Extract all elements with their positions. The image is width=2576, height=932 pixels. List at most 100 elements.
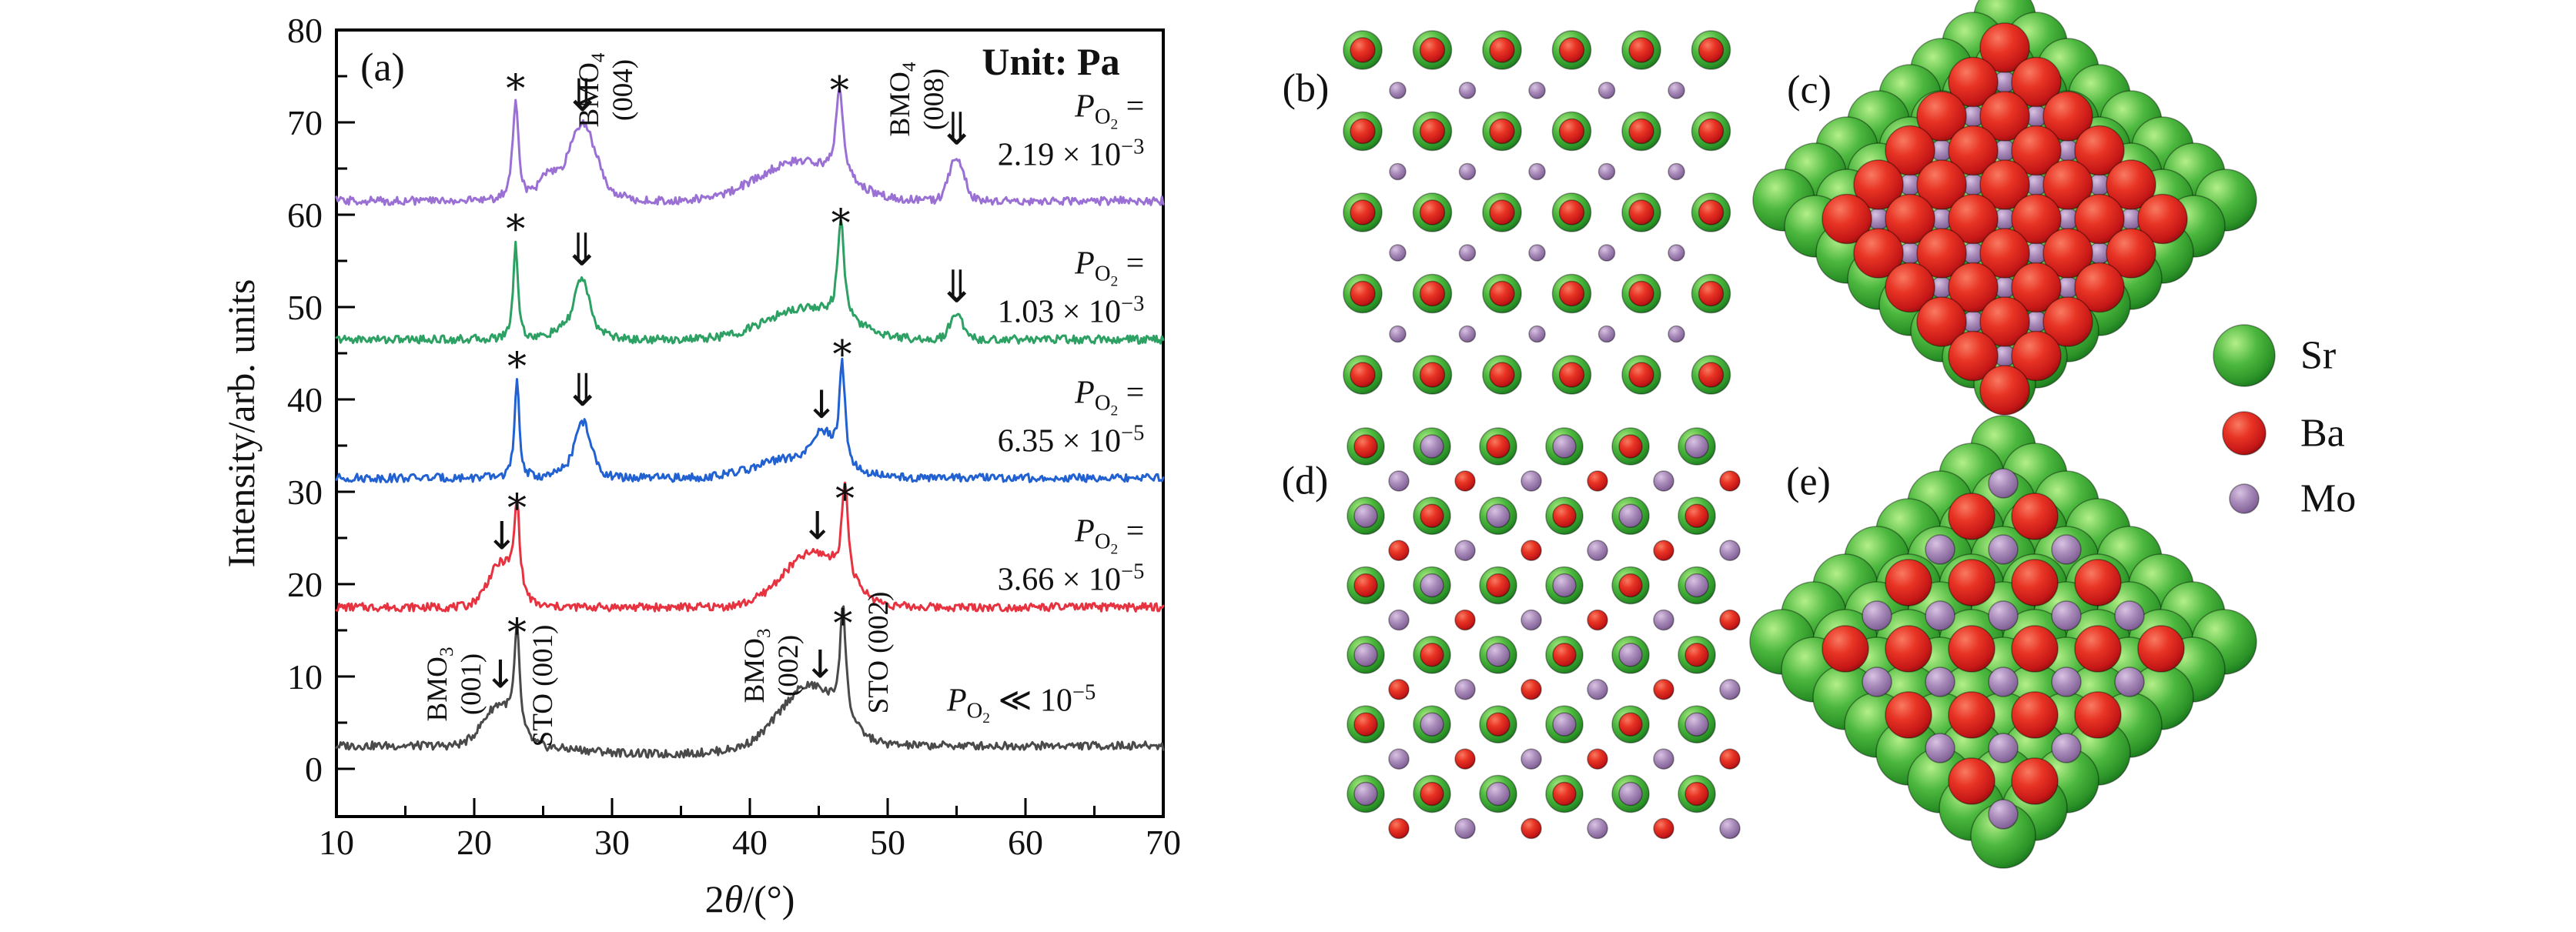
atom-ba bbox=[1916, 159, 1967, 210]
atom-mo bbox=[1458, 325, 1477, 343]
atom-mo bbox=[1486, 503, 1510, 529]
atom-ba bbox=[1628, 199, 1654, 225]
atom-mo bbox=[1458, 82, 1477, 99]
atom-ba bbox=[1948, 125, 1999, 176]
x-tick-label: 70 bbox=[1146, 823, 1181, 862]
atom-ba bbox=[1388, 539, 1410, 562]
phase-label-sto-002: STO (002) bbox=[863, 591, 895, 714]
atom-mo bbox=[1528, 325, 1546, 343]
atom-mo bbox=[1587, 679, 1608, 700]
peak-marker-blue: ∗ bbox=[503, 337, 530, 380]
peak-marker-green: ⇓ bbox=[938, 261, 975, 313]
atom-ba bbox=[1489, 199, 1515, 225]
y-tick-label: 80 bbox=[287, 11, 323, 50]
atom-ba bbox=[1454, 748, 1476, 770]
x-tick-label: 30 bbox=[594, 823, 630, 862]
atom-ba bbox=[2011, 193, 2062, 245]
atom-ba bbox=[1822, 193, 1872, 245]
atom-mo bbox=[1618, 781, 1643, 807]
atom-ba bbox=[1916, 228, 1967, 279]
atom-mo bbox=[1668, 244, 1685, 262]
atom-mo bbox=[1618, 503, 1643, 529]
atom-ba bbox=[1419, 118, 1446, 145]
atom-ba bbox=[2137, 193, 2188, 245]
atom-ba bbox=[1454, 470, 1476, 492]
atom-mo bbox=[1862, 600, 1892, 631]
atom-ba bbox=[1628, 362, 1654, 388]
atom-mo bbox=[1388, 470, 1410, 492]
peak-marker-purple: ∗ bbox=[503, 59, 529, 102]
peak-marker-purple: ∗ bbox=[826, 61, 852, 104]
atom-ba bbox=[2106, 159, 2156, 210]
atom-ba bbox=[1587, 609, 1608, 631]
atom-ba bbox=[1486, 573, 1510, 598]
panel-label-a: (a) bbox=[360, 45, 405, 90]
atom-ba bbox=[1948, 691, 1996, 739]
atom-ba bbox=[2011, 559, 2059, 606]
atom-ba bbox=[1419, 280, 1446, 307]
x-tick-label: 60 bbox=[1008, 823, 1043, 862]
atom-ba bbox=[1853, 228, 1904, 279]
y-tick-label: 30 bbox=[287, 473, 323, 512]
atom-ba bbox=[1698, 199, 1725, 225]
legend-sphere-mo bbox=[2229, 483, 2260, 514]
atom-mo bbox=[1353, 781, 1378, 807]
xrd-curve-green bbox=[335, 218, 1165, 345]
atom-ba bbox=[2074, 193, 2125, 245]
atom-ba bbox=[1885, 193, 1935, 245]
atom-mo bbox=[1862, 666, 1892, 697]
atom-ba bbox=[1698, 118, 1725, 145]
xrd-curve-black bbox=[335, 605, 1165, 759]
atom-mo bbox=[1388, 609, 1410, 631]
atom-mo bbox=[1668, 82, 1685, 99]
atom-mo bbox=[1719, 817, 1741, 840]
atom-ba bbox=[1618, 434, 1643, 459]
atom-mo bbox=[1486, 781, 1510, 807]
atom-mo bbox=[1988, 468, 2019, 499]
atom-mo bbox=[1618, 643, 1643, 667]
atom-ba bbox=[1885, 625, 1932, 673]
atom-ba bbox=[1698, 280, 1725, 307]
atom-ba bbox=[1353, 573, 1378, 598]
atom-ba bbox=[1618, 712, 1643, 737]
atom-ba bbox=[2137, 625, 2185, 673]
atom-ba bbox=[1916, 91, 1967, 142]
atom-mo bbox=[1653, 748, 1674, 770]
atom-mo bbox=[1925, 600, 1955, 631]
xrd-curve-blue bbox=[335, 357, 1165, 483]
y-axis-title: Intensity/arb. units bbox=[219, 279, 263, 568]
peak-marker-blue: ↓ bbox=[805, 382, 838, 427]
atom-mo bbox=[1597, 82, 1616, 99]
atom-ba bbox=[1353, 434, 1378, 459]
atom-ba bbox=[1698, 37, 1725, 63]
peak-marker-blue: ⇓ bbox=[564, 364, 601, 416]
atom-ba bbox=[1653, 679, 1674, 700]
atom-ba bbox=[1822, 625, 1869, 673]
atom-ba bbox=[1521, 539, 1542, 562]
atom-mo bbox=[1552, 573, 1577, 598]
atom-ba bbox=[1628, 280, 1654, 307]
atom-ba bbox=[1628, 37, 1654, 63]
legend-label-sr: Sr bbox=[2300, 333, 2337, 378]
atom-mo bbox=[1653, 470, 1674, 492]
atom-ba bbox=[1558, 37, 1585, 63]
atom-mo bbox=[1552, 434, 1577, 459]
atom-ba bbox=[1489, 37, 1515, 63]
atom-ba bbox=[1486, 434, 1510, 459]
atom-mo bbox=[2051, 600, 2082, 631]
atom-ba bbox=[2011, 330, 2062, 382]
atom-ba bbox=[1979, 365, 2030, 416]
atom-ba bbox=[1948, 625, 1996, 673]
y-tick-label: 10 bbox=[287, 657, 323, 696]
atom-mo bbox=[1521, 470, 1542, 492]
atom-ba bbox=[1653, 539, 1674, 562]
y-tick-label: 20 bbox=[287, 565, 323, 604]
atom-ba bbox=[2074, 262, 2125, 313]
atom-mo bbox=[2051, 666, 2082, 697]
atom-mo bbox=[1988, 733, 2019, 763]
atom-mo bbox=[1653, 609, 1674, 631]
phase-label-bmo4-008: BMO4 (008) bbox=[885, 62, 951, 137]
atom-ba bbox=[1350, 118, 1376, 145]
